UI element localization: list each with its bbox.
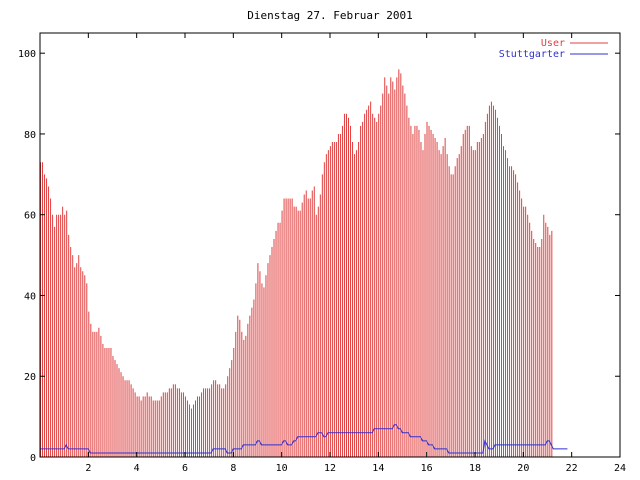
x-tick-label: 2: [85, 463, 91, 474]
x-tick-label: 6: [182, 463, 188, 474]
y-tick-label: 40: [24, 291, 36, 302]
legend: User Stuttgarter: [499, 38, 608, 60]
x-tick-label: 8: [230, 463, 236, 474]
y-axis: 0 20 40 60 80 100: [18, 49, 620, 464]
x-tick-label: 20: [517, 463, 529, 474]
x-axis: 2 4 6 8 10 12 14 16 18 20 22 24: [85, 33, 626, 474]
x-tick-label: 10: [276, 463, 288, 474]
chart-title: Dienstag 27. Februar 2001: [247, 9, 413, 22]
x-tick-label: 18: [469, 463, 481, 474]
x-tick-label: 4: [134, 463, 140, 474]
y-tick-label: 20: [24, 372, 36, 383]
x-tick-label: 14: [372, 463, 384, 474]
x-tick-label: 22: [566, 463, 578, 474]
x-tick-label: 12: [324, 463, 336, 474]
y-tick-label: 60: [24, 211, 36, 222]
user-bars: [40, 69, 553, 457]
legend-label-user: User: [541, 38, 565, 49]
x-tick-label: 16: [421, 463, 433, 474]
x-tick-label: 24: [614, 463, 626, 474]
legend-label-stuttgarter: Stuttgarter: [499, 49, 565, 60]
y-tick-label: 80: [24, 130, 36, 141]
y-tick-label: 0: [30, 453, 36, 464]
y-tick-label: 100: [18, 49, 36, 60]
